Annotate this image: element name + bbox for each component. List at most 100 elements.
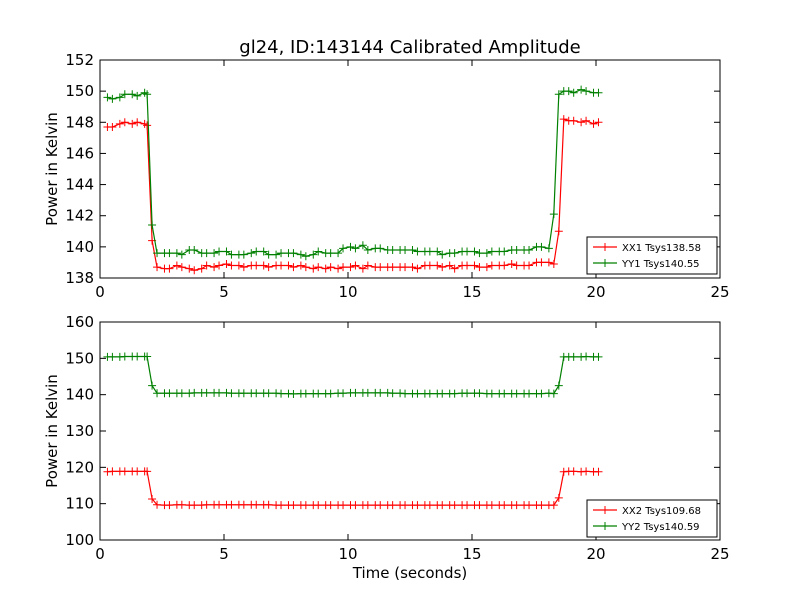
data-point [425,389,434,398]
data-point [512,261,521,270]
data-point [190,266,199,275]
data-point [165,249,174,258]
y-tick-label: 144 [65,176,94,194]
data-point [239,263,248,272]
data-point [239,500,248,509]
data-point [408,245,417,254]
data-point [326,389,335,398]
data-point [425,247,434,256]
data-point [264,250,273,259]
data-point [463,261,472,270]
data-point [549,501,558,510]
data-point [165,389,174,398]
data-point [153,263,162,272]
data-point [190,501,199,510]
data-point [339,501,348,510]
data-point [334,264,343,273]
data-point [346,242,355,251]
y-tick-label: 120 [65,458,94,476]
data-point [177,389,186,398]
data-point [388,263,397,272]
y-tick-label: 150 [65,82,94,100]
data-point [475,249,484,258]
y-tick-label: 138 [65,269,94,287]
data-point [115,119,124,128]
y-tick-label: 100 [65,531,94,549]
data-point [296,261,305,270]
data-point [482,249,491,258]
data-point [507,259,516,268]
data-point [549,389,558,398]
x-tick-label: 0 [95,545,105,563]
data-point [314,263,323,272]
data-point [401,245,410,254]
data-point [438,389,447,398]
data-point [252,500,261,509]
y-tick-label: 152 [65,51,94,69]
data-point [108,94,117,103]
data-point [301,252,310,261]
data-point [215,388,224,397]
data-point [577,118,586,127]
data-point [577,85,586,94]
data-point [582,116,591,125]
data-point [463,501,472,510]
data-point [133,352,142,361]
data-point [128,90,137,99]
data-point [376,501,385,510]
data-point [594,118,603,127]
data-point [120,90,129,99]
data-point [284,261,293,270]
data-point [363,245,372,254]
data-point [408,263,417,272]
data-point [115,93,124,102]
data-point [289,249,298,258]
data-point [234,261,243,270]
data-point [346,263,355,272]
data-point [500,261,509,270]
data-point [222,247,231,256]
data-point [148,221,157,230]
data-point [227,261,236,270]
data-point [582,467,591,476]
data-point [143,352,152,361]
data-point [215,261,224,270]
data-point [247,249,256,258]
data-point [339,263,348,272]
chart-title: gl24, ID:143144 Calibrated Amplitude [239,37,580,58]
data-point [339,389,348,398]
y-tick-label: 140 [65,386,94,404]
data-point [277,249,286,258]
data-point [569,467,578,476]
data-point [314,501,323,510]
data-point [482,263,491,272]
legend-label: XX1 Tsys138.58 [622,243,701,254]
y-tick-label: 130 [65,422,94,440]
x-tick-label: 20 [586,545,605,563]
data-point [525,501,534,510]
data-point [103,93,112,102]
x-tick-label: 20 [586,283,605,301]
data-point [351,388,360,397]
data-point [358,264,367,273]
data-point [569,116,578,125]
data-point [334,249,343,258]
data-point [301,501,310,510]
data-point [190,388,199,397]
data-point [438,250,447,259]
data-point [190,245,199,254]
data-point [165,264,174,273]
data-point [272,250,281,259]
data-point [210,249,219,258]
data-point [185,264,194,273]
data-point [413,247,422,256]
data-point [413,501,422,510]
data-point [120,118,129,127]
x-tick-label: 10 [338,545,357,563]
y-tick-label: 160 [65,313,94,331]
data-point [239,389,248,398]
data-point [470,261,479,270]
data-point [433,247,442,256]
data-point [351,501,360,510]
data-point [264,500,273,509]
